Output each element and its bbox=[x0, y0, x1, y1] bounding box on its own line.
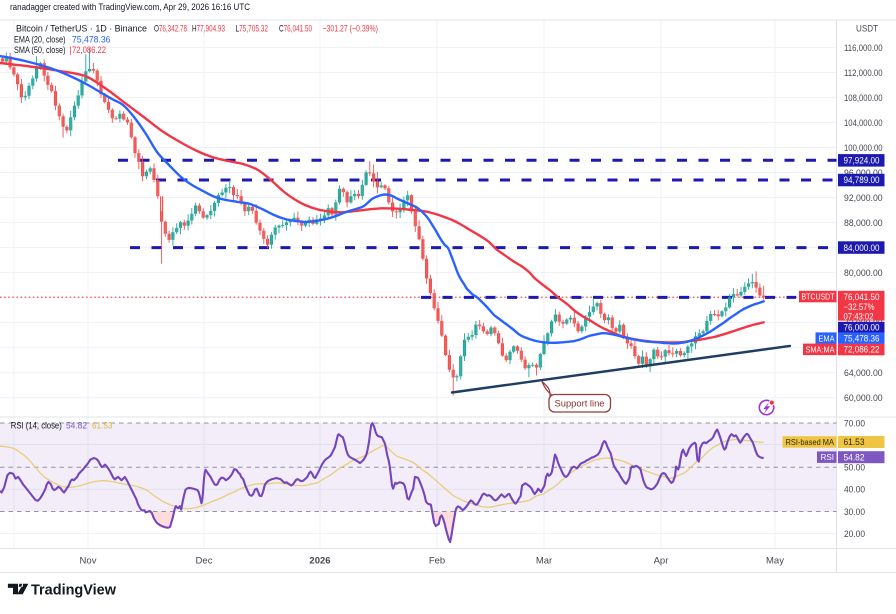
svg-text:80,000.00: 80,000.00 bbox=[844, 268, 883, 279]
svg-text:88,000.00: 88,000.00 bbox=[844, 218, 883, 229]
svg-text:112,000.00: 112,000.00 bbox=[844, 68, 883, 79]
svg-text:108,000.00: 108,000.00 bbox=[844, 93, 883, 104]
svg-text:70.00: 70.00 bbox=[844, 418, 865, 429]
svg-text:61.53: 61.53 bbox=[844, 437, 865, 447]
svg-text:ranadagger created with Tradin: ranadagger created with TradingView.com,… bbox=[10, 2, 250, 13]
svg-text:TradingView: TradingView bbox=[31, 583, 117, 599]
svg-text:50.00: 50.00 bbox=[844, 463, 865, 474]
svg-text:2026: 2026 bbox=[309, 556, 330, 567]
svg-text:|: | bbox=[69, 45, 71, 55]
svg-text:BTCUSDT: BTCUSDT bbox=[802, 293, 835, 302]
svg-text:20.00: 20.00 bbox=[844, 529, 865, 540]
svg-text:72,086.22: 72,086.22 bbox=[844, 345, 880, 355]
svg-text:97,924.00: 97,924.00 bbox=[844, 156, 880, 166]
svg-text:40.00: 40.00 bbox=[844, 485, 865, 496]
svg-text:54.82: 54.82 bbox=[66, 421, 87, 431]
svg-text:Bitcoin / TetherUS · 1D · Bina: Bitcoin / TetherUS · 1D · Binance bbox=[16, 24, 147, 35]
svg-text:USDT: USDT bbox=[856, 24, 878, 35]
svg-text:H77,904.93: H77,904.93 bbox=[192, 24, 225, 35]
svg-text:100,000.00: 100,000.00 bbox=[844, 143, 883, 154]
svg-text:RSI: RSI bbox=[821, 453, 835, 462]
svg-text:SMA:MA: SMA:MA bbox=[806, 345, 835, 354]
svg-text:30.00: 30.00 bbox=[844, 507, 865, 518]
svg-text:76,041.50: 76,041.50 bbox=[844, 292, 880, 302]
svg-text:Dec: Dec bbox=[196, 556, 213, 567]
svg-text:O76,342.78: O76,342.78 bbox=[154, 24, 187, 35]
svg-text:RSI-based MA: RSI-based MA bbox=[786, 438, 835, 447]
svg-text:Apr: Apr bbox=[654, 556, 669, 567]
svg-text:Mar: Mar bbox=[536, 556, 552, 567]
svg-text:64,000.00: 64,000.00 bbox=[844, 368, 883, 379]
svg-text:75,478.36: 75,478.36 bbox=[844, 333, 880, 343]
svg-text:L75,705.32: L75,705.32 bbox=[236, 24, 269, 35]
svg-text:54.82: 54.82 bbox=[844, 452, 865, 462]
svg-text:76,000.00: 76,000.00 bbox=[844, 323, 880, 333]
svg-text:61.53: 61.53 bbox=[92, 421, 113, 431]
svg-text:60,000.00: 60,000.00 bbox=[844, 393, 883, 404]
svg-text:92,000.00: 92,000.00 bbox=[844, 193, 883, 204]
svg-text:−32.57%: −32.57% bbox=[844, 302, 875, 312]
svg-text:EMA (20, close): EMA (20, close) bbox=[14, 34, 66, 44]
svg-text:RSI (14, close): RSI (14, close) bbox=[11, 421, 62, 431]
svg-text:116,000.00: 116,000.00 bbox=[844, 43, 883, 54]
svg-text:96,000.00: 96,000.00 bbox=[844, 168, 883, 179]
svg-text:May: May bbox=[766, 556, 784, 567]
svg-text:84,000.00: 84,000.00 bbox=[844, 243, 880, 253]
svg-text:07:43:02: 07:43:02 bbox=[844, 312, 874, 322]
svg-text:Feb: Feb bbox=[429, 556, 445, 567]
svg-text:−301.27 (−0.39%): −301.27 (−0.39%) bbox=[323, 24, 379, 35]
svg-text:Nov: Nov bbox=[80, 556, 97, 567]
svg-text:94,789.00: 94,789.00 bbox=[844, 175, 880, 185]
svg-text:C76,041.50: C76,041.50 bbox=[279, 24, 312, 35]
svg-text:EMA: EMA bbox=[819, 334, 835, 343]
svg-text:72,086.22: 72,086.22 bbox=[72, 45, 106, 55]
svg-text:SMA (50, close): SMA (50, close) bbox=[14, 45, 66, 55]
svg-text:Support line: Support line bbox=[555, 399, 605, 410]
svg-text:75,478.36: 75,478.36 bbox=[72, 34, 111, 44]
svg-text:104,000.00: 104,000.00 bbox=[844, 118, 883, 129]
